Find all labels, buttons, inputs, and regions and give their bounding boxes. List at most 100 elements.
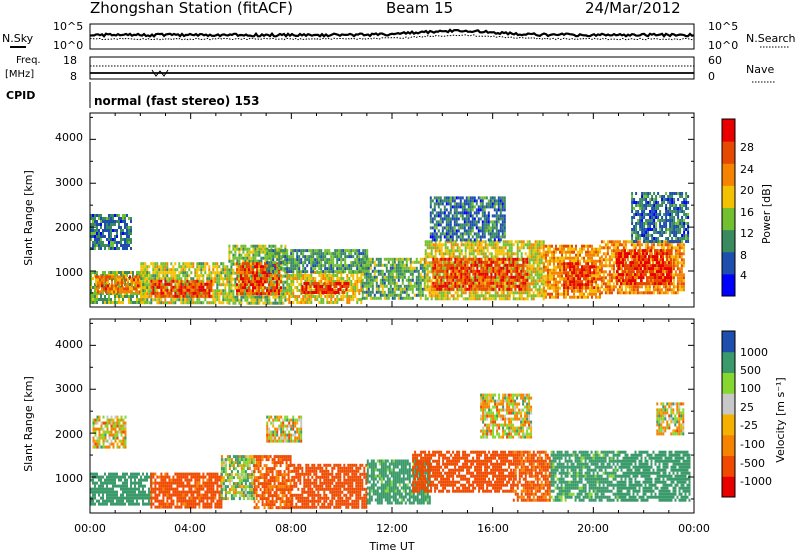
heat-cell [327, 288, 330, 291]
heat-cell [208, 265, 211, 269]
heat-cell [244, 247, 247, 251]
heat-cell [583, 256, 585, 260]
heat-cell [439, 220, 442, 224]
heat-cell [214, 265, 217, 269]
heat-cell [166, 271, 169, 275]
heat-cell [130, 220, 132, 223]
heat-cell [471, 214, 474, 218]
heat-cell [148, 301, 151, 305]
heat-cell [462, 288, 465, 292]
heat-cell [498, 269, 501, 273]
heat-cell [99, 290, 101, 294]
heat-cell [477, 211, 480, 215]
heat-cell [426, 297, 429, 301]
heat-cell [456, 275, 459, 279]
heat-cell [433, 235, 436, 239]
heat-cell [312, 258, 315, 262]
heat-cell [363, 284, 366, 288]
heat-cell [467, 232, 470, 236]
heat-cell [310, 261, 313, 265]
heat-cell [453, 226, 456, 230]
heat-cell [196, 285, 199, 289]
heat-cell [170, 301, 173, 305]
heat-cell [301, 288, 304, 291]
heat-cell [298, 289, 301, 292]
heat-cell [421, 269, 424, 273]
heat-cell [314, 295, 317, 298]
heat-cell [118, 295, 120, 298]
heat-cell [150, 298, 153, 302]
heat-cell [272, 270, 275, 274]
heat-cell [561, 283, 563, 287]
heat-cell [346, 255, 349, 259]
heat-cell [180, 279, 183, 283]
heat-cell [575, 253, 577, 257]
heat-cell [426, 288, 429, 292]
heat-cell [338, 280, 341, 283]
heat-cell [448, 278, 451, 282]
heat-cell [152, 277, 155, 281]
heat-cell [156, 289, 159, 293]
heat-cell [336, 258, 339, 262]
heat-cell [260, 259, 263, 263]
heat-cell [264, 253, 267, 257]
heat-cell [481, 205, 484, 209]
heat-cell [168, 294, 171, 298]
heat-cell [557, 286, 559, 290]
heat-cell [506, 252, 509, 256]
heat-cell [164, 271, 167, 275]
heat-cell [320, 264, 323, 268]
heat-cell [300, 274, 303, 277]
heat-cell [545, 277, 547, 281]
heat-cell [222, 271, 225, 275]
heat-cell [534, 246, 537, 250]
heat-cell [440, 291, 443, 295]
heat-cell [114, 220, 116, 223]
heat-cell [577, 289, 579, 293]
heat-cell [334, 280, 337, 283]
heat-cell [432, 255, 435, 259]
heat-cell [272, 244, 275, 248]
heat-cell [210, 294, 213, 298]
heat-cell [158, 285, 161, 289]
heat-cell [528, 270, 531, 274]
heat-cell [451, 214, 454, 218]
heat-cell [426, 255, 429, 259]
heat-cell [494, 291, 497, 295]
heat-cell [480, 249, 483, 253]
heat-cell [393, 275, 396, 279]
heat-cell [238, 298, 241, 302]
heat-cell [222, 262, 225, 266]
heat-cell [318, 274, 321, 277]
heat-cell [148, 274, 151, 278]
heat-cell [514, 287, 517, 291]
heat-cell [536, 249, 539, 253]
heat-cell [518, 266, 521, 270]
heat-cell [501, 223, 504, 227]
heat-cell [292, 255, 295, 259]
heat-cell [112, 238, 114, 241]
heat-cell [354, 292, 357, 295]
heat-cell [534, 243, 537, 247]
heat-cell [436, 291, 439, 295]
heat-cell [532, 267, 535, 271]
heat-cell [148, 289, 151, 293]
heat-cell [429, 214, 432, 218]
heat-cell [397, 278, 400, 282]
heat-cell [498, 263, 501, 267]
heat-cell [446, 272, 449, 276]
heat-cell [478, 278, 481, 282]
heat-cell [350, 295, 353, 298]
heat-cell [437, 202, 440, 206]
heat-cell [268, 261, 271, 265]
heat-cell [254, 247, 257, 251]
heat-cell [198, 274, 201, 278]
heat-cell [516, 291, 519, 295]
heat-cell [399, 293, 402, 297]
heat-cell [200, 294, 203, 298]
heat-cell [360, 258, 363, 262]
heat-cell [435, 223, 438, 227]
heat-cell [342, 270, 345, 274]
heat-cell [100, 226, 102, 229]
heat-cell [258, 295, 261, 299]
